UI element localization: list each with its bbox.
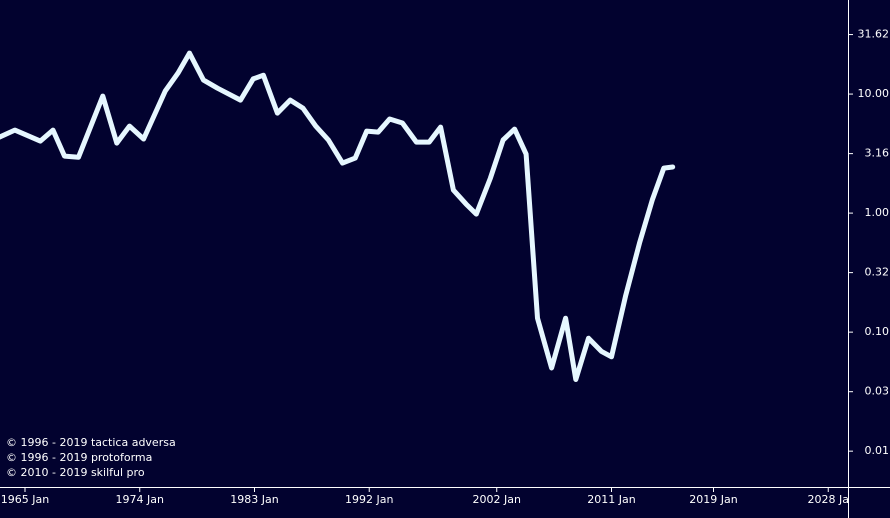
credit: © 2010 - 2019 skilful pro — [6, 466, 145, 479]
y-tick-label: 10.00 — [858, 87, 890, 100]
credit: © 1996 - 2019 protoforma — [6, 451, 152, 464]
x-tick-label: 1983 Jan — [230, 493, 278, 506]
y-tick-label: 0.32 — [865, 266, 890, 279]
y-tick-label: 0.10 — [865, 325, 890, 338]
y-tick-label: 0.01 — [865, 444, 890, 457]
x-tick-label: 1965 Jan — [1, 493, 49, 506]
y-tick-label: 0.03 — [865, 385, 890, 398]
x-tick-label: 1974 Jan — [116, 493, 164, 506]
x-tick-label: 2019 Jan — [689, 493, 737, 506]
credit: © 1996 - 2019 tactica adversa — [6, 436, 176, 449]
y-tick-label: 1.00 — [865, 206, 890, 219]
data-line — [0, 50, 676, 382]
y-tick-label: 31.62 — [858, 28, 890, 41]
x-tick-label: 2028 Ja — [807, 493, 848, 506]
x-tick-label: 2002 Jan — [473, 493, 521, 506]
x-tick-label: 2011 Jan — [587, 493, 635, 506]
y-tick-label: 3.16 — [865, 147, 890, 160]
x-tick-label: 1992 Jan — [345, 493, 393, 506]
